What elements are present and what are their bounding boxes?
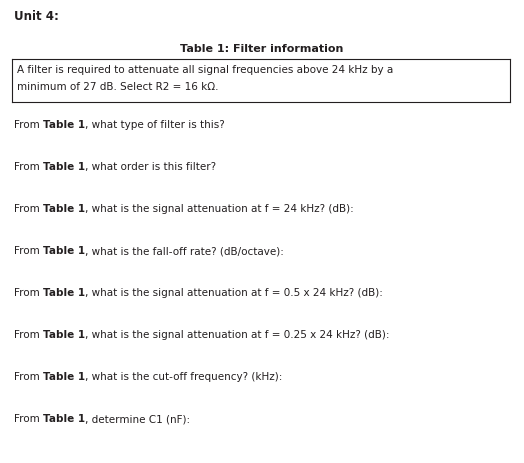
Text: , what is the signal attenuation at f = 24 kHz? (dB):: , what is the signal attenuation at f = … (85, 204, 354, 213)
Text: Table 1: Table 1 (43, 329, 85, 339)
Text: From: From (14, 204, 43, 213)
Text: , what is the fall-off rate? (dB/octave):: , what is the fall-off rate? (dB/octave)… (85, 245, 284, 256)
Text: Table 1: Filter information: Table 1: Filter information (180, 44, 344, 54)
Text: Table 1: Table 1 (43, 120, 85, 130)
Text: , what order is this filter?: , what order is this filter? (85, 162, 216, 172)
Text: , what is the signal attenuation at f = 0.25 x 24 kHz? (dB):: , what is the signal attenuation at f = … (85, 329, 390, 339)
Text: Unit 4:: Unit 4: (14, 10, 59, 23)
Text: From: From (14, 371, 43, 381)
Text: , what type of filter is this?: , what type of filter is this? (85, 120, 225, 130)
Text: From: From (14, 245, 43, 256)
Text: Table 1: Table 1 (43, 204, 85, 213)
Text: , determine C1 (nF):: , determine C1 (nF): (85, 413, 190, 423)
Text: From: From (14, 329, 43, 339)
Text: Table 1: Table 1 (43, 371, 85, 381)
Text: Table 1: Table 1 (43, 288, 85, 297)
Text: , what is the signal attenuation at f = 0.5 x 24 kHz? (dB):: , what is the signal attenuation at f = … (85, 288, 383, 297)
Text: From: From (14, 162, 43, 172)
Text: Table 1: Table 1 (43, 413, 85, 423)
Text: A filter is required to attenuate all signal frequencies above 24 kHz by a: A filter is required to attenuate all si… (17, 65, 393, 75)
Text: Table 1: Table 1 (43, 245, 85, 256)
Text: minimum of 27 dB. Select R2 = 16 kΩ.: minimum of 27 dB. Select R2 = 16 kΩ. (17, 82, 219, 92)
Text: From: From (14, 288, 43, 297)
Text: From: From (14, 413, 43, 423)
Text: Table 1: Table 1 (43, 162, 85, 172)
Text: From: From (14, 120, 43, 130)
Text: , what is the cut-off frequency? (kHz):: , what is the cut-off frequency? (kHz): (85, 371, 282, 381)
